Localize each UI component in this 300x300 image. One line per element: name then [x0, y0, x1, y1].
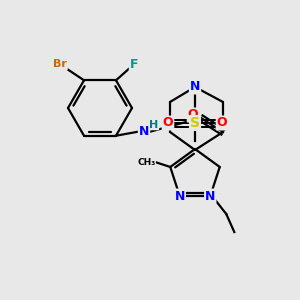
Text: F: F — [130, 58, 138, 71]
Text: O: O — [217, 116, 227, 130]
Text: O: O — [188, 109, 198, 122]
Text: S: S — [190, 116, 200, 130]
Text: O: O — [163, 116, 173, 130]
Text: N: N — [175, 190, 185, 202]
Text: H: H — [149, 120, 159, 130]
Text: N: N — [190, 80, 200, 94]
Text: CH₃: CH₃ — [137, 158, 155, 167]
Text: N: N — [139, 125, 149, 138]
Text: Br: Br — [53, 59, 67, 69]
Text: N: N — [205, 190, 215, 202]
